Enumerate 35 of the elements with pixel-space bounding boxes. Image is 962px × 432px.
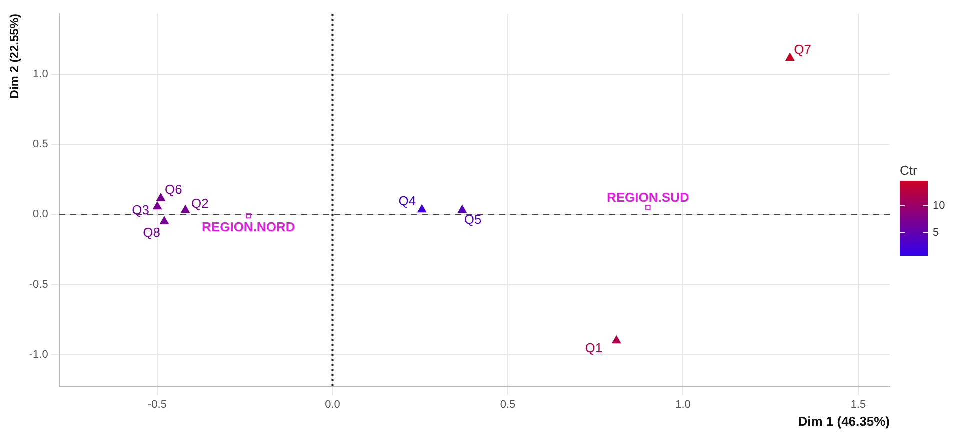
annotation: Q4 xyxy=(398,193,416,208)
y-tick-label: 0.5 xyxy=(33,138,48,151)
color-bar-label: 5 xyxy=(933,226,940,239)
x-tick-label: 1.0 xyxy=(676,398,691,411)
point xyxy=(156,193,166,202)
point xyxy=(786,53,795,61)
annotation: Q6 xyxy=(164,182,182,198)
annotation: Q1 xyxy=(585,340,603,356)
annotation: Q2 xyxy=(192,196,209,211)
point xyxy=(181,205,190,214)
x-tick-label: 0.0 xyxy=(325,398,340,411)
point xyxy=(160,216,169,224)
annotation: REGION.SUD xyxy=(606,190,690,206)
annotation: REGION.NORD xyxy=(202,220,296,235)
color-bar-title: Ctr xyxy=(900,163,918,178)
annotation: Q8 xyxy=(143,225,160,240)
point xyxy=(246,213,252,219)
y-tick-label: 0.0 xyxy=(33,208,48,221)
y-tick-label: -1.0 xyxy=(29,348,48,361)
point xyxy=(418,204,426,213)
x-axis-title: Dim 1 (46.35%) xyxy=(798,414,890,429)
point xyxy=(458,205,467,214)
x-tick-label: 0.5 xyxy=(500,398,516,411)
y-axis-title: Dim 2 (22.55%) xyxy=(8,14,22,99)
y-tick-label: 1.0 xyxy=(33,68,48,80)
point xyxy=(612,336,622,344)
y-tick-label: -0.5 xyxy=(29,278,48,291)
annotation: Q5 xyxy=(464,212,482,227)
color-bar-label: 10 xyxy=(933,200,946,212)
point xyxy=(153,202,162,210)
x-tick-label: 1.5 xyxy=(850,398,866,411)
x-tick-label: -0.5 xyxy=(148,398,167,411)
point xyxy=(646,204,651,210)
annotation: Q3 xyxy=(132,202,150,218)
annotation: Q7 xyxy=(794,42,812,57)
